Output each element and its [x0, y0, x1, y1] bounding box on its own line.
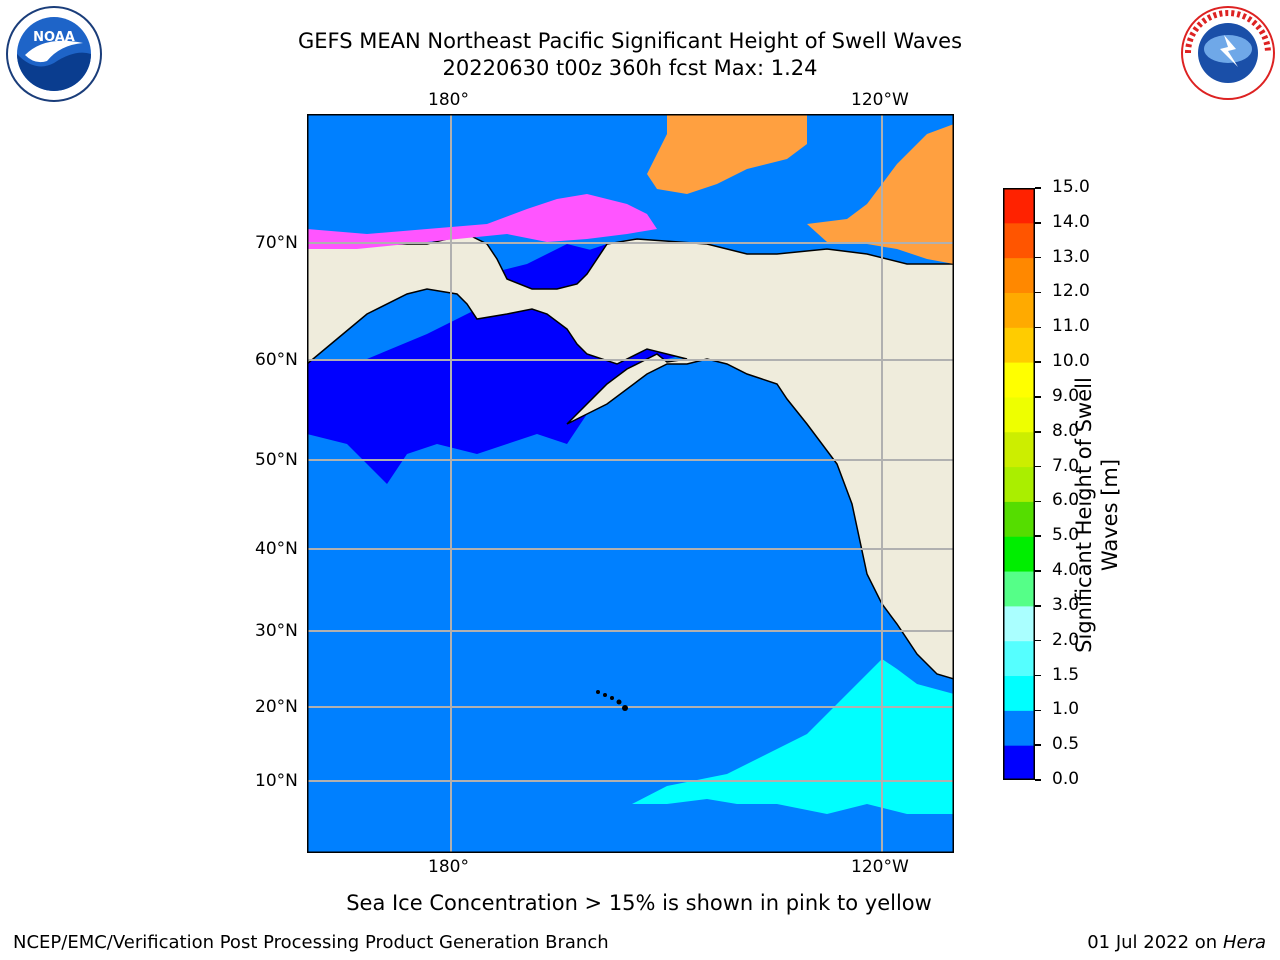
colorbar-tick-label: 7.0 [1052, 455, 1080, 476]
map-frame [307, 114, 954, 853]
lon-label-120w-bottom: 120°W [851, 857, 909, 877]
footer-right: 01 Jul 2022 on Hera [1087, 932, 1266, 953]
colorbar-band [1003, 571, 1035, 607]
colorbar-tick-label: 10.0 [1052, 351, 1090, 372]
sea-ice-west [307, 194, 657, 249]
title-line-2: 20220630 t00z 360h fcst Max: 1.24 [442, 56, 818, 80]
lat-label-50n: 50°N [255, 450, 298, 470]
colorbar-band [1003, 605, 1035, 642]
lat-label-60n: 60°N [255, 350, 298, 370]
colorbar-tick-label: 14.0 [1052, 211, 1090, 232]
colorbar-band [1003, 222, 1035, 259]
colorbar-band [1003, 640, 1035, 677]
swell-height-map [307, 114, 954, 853]
colorbar-tick-mark [1035, 639, 1041, 642]
hawaii-islands [596, 690, 628, 711]
colorbar-label: Significant Height of Swell Waves [m] [1071, 365, 1123, 665]
colorbar-tick-mark [1035, 431, 1041, 433]
colorbar-band [1003, 431, 1035, 468]
noaa-logo-icon: NOAA [6, 6, 102, 102]
colorbar-tick-mark [1035, 779, 1041, 781]
colorbar-tick-label: 2.0 [1052, 629, 1080, 650]
colorbar-tick-mark [1035, 709, 1041, 712]
colorbar-label-text: Significant Height of Swell Waves [m] [1072, 377, 1122, 653]
footer-left: NCEP/EMC/Verification Post Processing Pr… [13, 932, 609, 953]
colorbar-band [1003, 362, 1035, 398]
colorbar-tick-label: 1.5 [1052, 664, 1080, 685]
lat-label-10n: 10°N [255, 771, 298, 791]
nws-logo-icon [1181, 6, 1275, 100]
lat-label-40n: 40°N [255, 539, 298, 559]
noaa-logo-text: NOAA [33, 30, 75, 45]
sea-ice-note: Sea Ice Concentration > 15% is shown in … [346, 891, 932, 915]
colorbar-frame [1003, 188, 1035, 780]
colorbar-tick-mark [1035, 465, 1041, 468]
colorbar-band [1003, 745, 1035, 780]
colorbar-tick-mark [1035, 674, 1041, 677]
colorbar-tick-label: 12.0 [1052, 281, 1090, 302]
sea-ice-arctic [647, 114, 807, 194]
colorbar-tick-mark [1035, 396, 1041, 398]
colorbar-band [1003, 501, 1035, 537]
lat-label-30n: 30°N [255, 621, 298, 641]
lon-label-120w-top: 120°W [851, 90, 909, 110]
colorbar-tick-mark [1035, 500, 1041, 503]
colorbar-tick-mark [1035, 570, 1041, 572]
colorbar-band [1003, 536, 1035, 572]
colorbar-tick-label: 6.0 [1052, 490, 1080, 511]
colorbar-band [1003, 675, 1035, 711]
title-line-1: GEFS MEAN Northeast Pacific Significant … [297, 29, 963, 53]
colorbar-tick-label: 11.0 [1052, 316, 1090, 337]
colorbar-band [1003, 188, 1035, 224]
colorbar-tick-label: 15.0 [1052, 177, 1090, 197]
colorbar-band [1003, 327, 1035, 363]
colorbar-tick-label: 3.0 [1052, 594, 1080, 615]
higher-swell-region-south [632, 659, 954, 814]
colorbar-tick-label: 0.0 [1052, 769, 1080, 789]
colorbar-tick-label: 5.0 [1052, 525, 1080, 546]
colorbar-tick-label: 9.0 [1052, 385, 1080, 406]
colorbar-band [1003, 710, 1035, 746]
colorbar-tick-mark [1035, 535, 1041, 537]
lat-label-70n: 70°N [255, 233, 298, 253]
colorbar-tick-mark [1035, 326, 1041, 329]
colorbar-tick-mark [1035, 361, 1041, 363]
colorbar-tick-label: 0.5 [1052, 734, 1080, 755]
footer-host: Hera [1222, 932, 1266, 953]
colorbar-tick-mark [1035, 222, 1041, 224]
graticule [307, 114, 954, 853]
colorbar-band [1003, 292, 1035, 328]
sea-ice-east [807, 124, 954, 264]
colorbar-tick-mark [1035, 744, 1041, 746]
colorbar-band [1003, 257, 1035, 293]
colorbar-tick-mark [1035, 605, 1041, 607]
lon-label-180-bottom: 180° [428, 857, 469, 877]
colorbar [1003, 188, 1035, 780]
colorbar-tick-label: 4.0 [1052, 560, 1080, 581]
lon-label-180-top: 180° [428, 90, 469, 110]
colorbar-tick-label: 1.0 [1052, 699, 1080, 720]
lat-label-20n: 20°N [255, 697, 298, 717]
colorbar-band [1003, 396, 1035, 433]
colorbar-tick-label: 13.0 [1052, 246, 1090, 267]
colorbar-tick-label: 8.0 [1052, 420, 1080, 441]
colorbar-tick-mark [1035, 256, 1041, 259]
colorbar-tick-mark [1035, 291, 1041, 294]
colorbar-band [1003, 466, 1035, 502]
colorbar-tick-mark [1035, 187, 1041, 189]
footer-date: 01 Jul 2022 on [1087, 932, 1223, 953]
